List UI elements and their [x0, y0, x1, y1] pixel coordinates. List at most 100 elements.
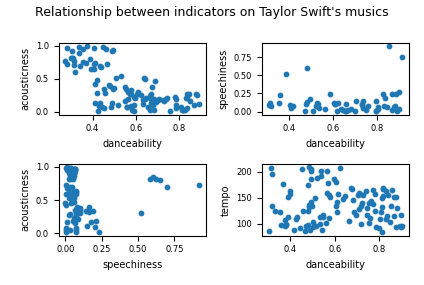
Point [385, 44, 392, 48]
Point [68, 56, 75, 60]
Point [303, 100, 310, 105]
Point [65, 190, 72, 194]
Point [190, 102, 197, 107]
Point [73, 206, 80, 211]
Point [341, 109, 348, 113]
Point [63, 229, 70, 234]
Point [163, 95, 170, 100]
Point [71, 167, 78, 172]
Point [63, 165, 70, 170]
Point [84, 224, 91, 228]
Point [283, 223, 290, 228]
X-axis label: danceability: danceability [102, 139, 162, 149]
Point [307, 169, 314, 174]
Point [76, 211, 83, 215]
Point [302, 228, 309, 233]
Point [108, 48, 115, 53]
Point [318, 227, 325, 232]
Point [148, 91, 155, 96]
Point [67, 185, 73, 189]
Point [334, 210, 340, 215]
Point [66, 177, 73, 182]
Point [389, 188, 396, 192]
Point [183, 106, 190, 111]
Point [317, 215, 324, 219]
Point [298, 166, 305, 171]
Point [152, 79, 159, 84]
Point [365, 201, 372, 205]
Point [178, 105, 185, 109]
Point [183, 91, 190, 96]
Y-axis label: speechiness: speechiness [218, 49, 228, 109]
Point [357, 192, 363, 196]
Point [146, 94, 153, 98]
Point [285, 194, 292, 199]
Point [142, 96, 148, 101]
Point [286, 102, 293, 107]
Point [150, 97, 157, 101]
Point [373, 99, 379, 103]
Point [182, 107, 189, 112]
Point [87, 220, 94, 225]
Point [374, 106, 381, 111]
Point [310, 224, 316, 229]
Point [107, 84, 114, 89]
Point [76, 206, 83, 210]
Point [276, 93, 283, 97]
Point [334, 100, 341, 105]
Point [268, 165, 275, 170]
Point [326, 194, 333, 199]
Point [304, 66, 310, 70]
Point [117, 74, 124, 78]
Point [84, 44, 90, 48]
Point [92, 101, 99, 106]
Point [269, 172, 276, 176]
Point [307, 200, 314, 205]
Point [98, 65, 104, 69]
Point [102, 91, 109, 95]
Point [128, 91, 134, 96]
Point [300, 208, 307, 213]
Point [359, 103, 365, 107]
Point [172, 97, 179, 101]
Point [287, 105, 294, 110]
Point [325, 215, 332, 220]
Point [378, 195, 385, 200]
Point [86, 209, 92, 214]
Point [131, 103, 137, 107]
Y-axis label: acousticness: acousticness [20, 47, 31, 110]
Point [63, 186, 70, 190]
Point [131, 109, 138, 114]
Point [66, 177, 73, 182]
Point [62, 201, 69, 205]
Point [322, 107, 329, 111]
Point [279, 182, 286, 187]
Point [85, 205, 92, 209]
Point [399, 55, 406, 60]
Point [72, 166, 78, 171]
Point [340, 108, 346, 113]
Point [73, 226, 79, 231]
Point [153, 100, 160, 105]
Point [340, 196, 347, 201]
Point [382, 96, 389, 101]
Y-axis label: acousticness: acousticness [20, 168, 31, 231]
Point [72, 210, 79, 215]
Point [147, 95, 153, 99]
Point [389, 91, 396, 96]
Point [147, 108, 154, 112]
Point [311, 196, 318, 200]
Point [307, 97, 313, 101]
Point [366, 220, 373, 225]
Point [335, 192, 342, 196]
Point [63, 165, 70, 170]
Point [63, 228, 70, 233]
Point [69, 168, 75, 172]
Point [305, 223, 312, 227]
Point [75, 209, 82, 213]
X-axis label: speechiness: speechiness [102, 260, 162, 270]
Point [124, 105, 131, 109]
Point [308, 167, 315, 171]
Point [265, 103, 272, 107]
Point [125, 90, 131, 94]
